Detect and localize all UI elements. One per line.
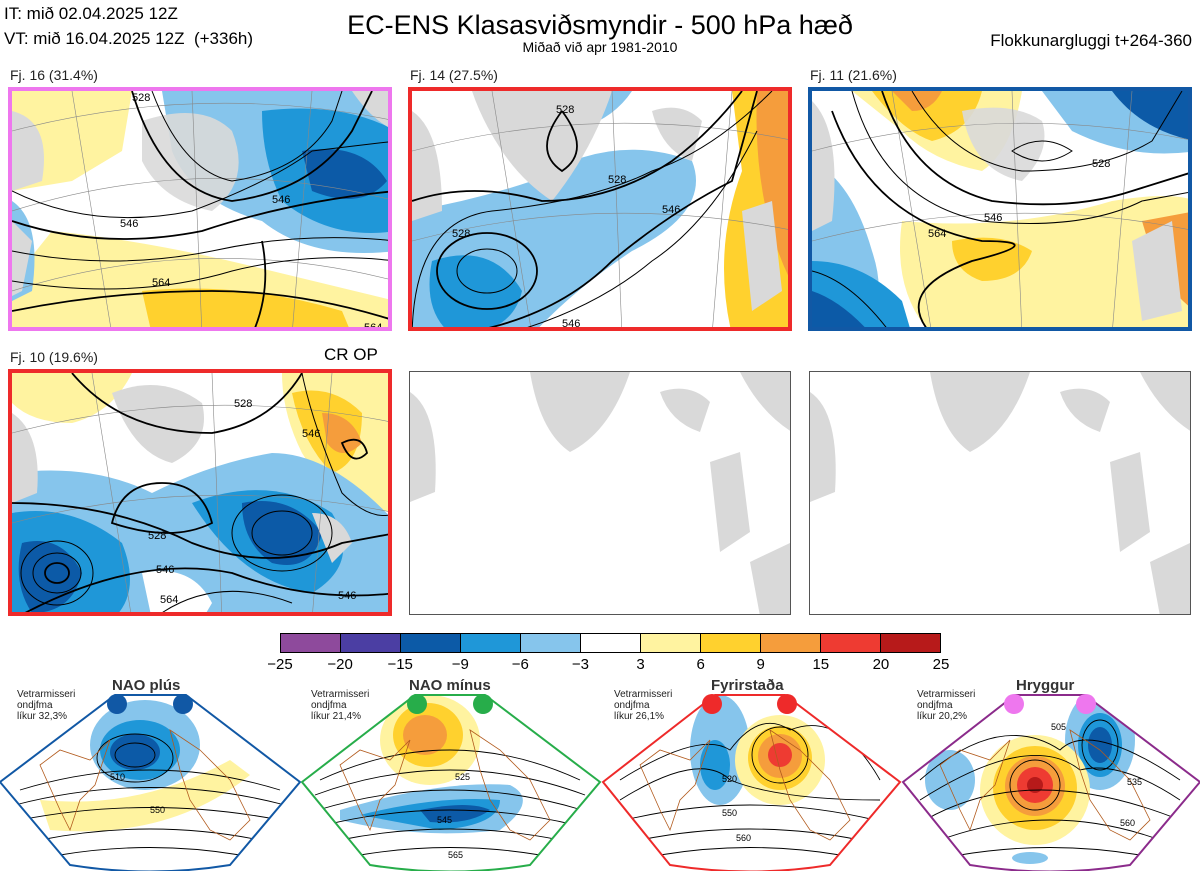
contour-label: 546 bbox=[662, 204, 680, 216]
contour-label: 528 bbox=[452, 228, 470, 240]
contour-label: 525 bbox=[455, 772, 470, 782]
contour-label: 550 bbox=[150, 805, 165, 815]
cluster-panel-3[interactable]: 528 546 564 bbox=[808, 87, 1192, 331]
regime-3-info: Vetrarmisseri ondjfma líkur 26,1% bbox=[614, 689, 673, 722]
contour-label: 528 bbox=[1092, 158, 1110, 170]
colorbar-tick-label: −15 bbox=[387, 656, 413, 673]
regime-3-fan[interactable]: 520 550 560 bbox=[600, 690, 902, 871]
cluster-panel-2[interactable]: 528 528 528 546 546 bbox=[408, 87, 792, 331]
colorbar-tick-label: 3 bbox=[636, 656, 645, 673]
contour-label: 565 bbox=[448, 850, 463, 860]
contour-label: 564 bbox=[160, 594, 178, 606]
colorbar-swatch bbox=[281, 634, 341, 652]
colorbar-swatch bbox=[641, 634, 701, 652]
empty-panel-2 bbox=[809, 371, 1191, 615]
contour-label: 535 bbox=[1127, 777, 1142, 787]
colorbar-tick-label: 9 bbox=[756, 656, 765, 673]
regime-1-info: Vetrarmisseri ondjfma líkur 32,3% bbox=[17, 689, 76, 722]
colorbar-swatch bbox=[401, 634, 461, 652]
classification-window: Flokkunargluggi t+264-360 bbox=[990, 31, 1192, 50]
colorbar-tick-label: −20 bbox=[327, 656, 353, 673]
regime-4-name: Hryggur bbox=[1016, 677, 1075, 694]
colorbar-tick-label: −9 bbox=[451, 656, 469, 673]
colorbar-tick-label: −6 bbox=[511, 656, 529, 673]
colorbar-swatch bbox=[701, 634, 761, 652]
contour-label: 546 bbox=[302, 428, 320, 440]
valid-time: VT: mið 16.04.2025 12Z (+336h) bbox=[4, 29, 254, 48]
contour-label: 546 bbox=[120, 218, 138, 230]
colorbar-tick-label: −3 bbox=[571, 656, 589, 673]
panel-4-label: Fj. 10 (19.6%) bbox=[10, 349, 98, 365]
contour-label: 560 bbox=[736, 833, 751, 843]
regime-1-fan[interactable]: 510 550 bbox=[0, 690, 302, 871]
colorbar-tick-label: 25 bbox=[932, 656, 950, 673]
panel-4-tag: CR OP bbox=[324, 345, 378, 364]
contour-label: 550 bbox=[722, 808, 737, 818]
contour-label: 546 bbox=[272, 194, 290, 206]
contour-label: 505 bbox=[1051, 722, 1066, 732]
regime-4-fan[interactable]: 505 535 560 bbox=[900, 690, 1200, 871]
regime-4-info: Vetrarmisseri ondjfma líkur 20,2% bbox=[917, 689, 976, 722]
colorbar-swatch bbox=[341, 634, 401, 652]
contour-label: 546 bbox=[156, 564, 174, 576]
colorbar-tick-label: −25 bbox=[267, 656, 293, 673]
page-title: EC-ENS Klasasviðsmyndir - 500 hPa hæð bbox=[347, 10, 853, 40]
colorbar-tick-label: 15 bbox=[812, 656, 830, 673]
regime-fans: 510 550 525 545 565 bbox=[0, 690, 1200, 871]
contour-label: 510 bbox=[110, 772, 125, 782]
regime-3-name: Fyrirstaða bbox=[711, 677, 784, 694]
regime-1-name: NAO plús bbox=[112, 677, 181, 694]
contour-label: 545 bbox=[437, 815, 452, 825]
contour-label: 528 bbox=[234, 398, 252, 410]
colorbar-tick-label: 20 bbox=[872, 656, 890, 673]
colorbar-swatch bbox=[521, 634, 581, 652]
contour-label: 560 bbox=[1120, 818, 1135, 828]
colorbar-swatch bbox=[761, 634, 821, 652]
contour-label: 564 bbox=[928, 228, 946, 240]
contour-label: 528 bbox=[608, 174, 626, 186]
contour-label: 564 bbox=[152, 277, 170, 289]
contour-label: 528 bbox=[556, 104, 574, 116]
contour-label: 528 bbox=[148, 530, 166, 542]
regime-2-fan[interactable]: 525 545 565 bbox=[300, 690, 602, 871]
panel-2-label: Fj. 14 (27.5%) bbox=[410, 67, 498, 83]
regime-2-name: NAO mínus bbox=[409, 677, 491, 694]
panel-1-label: Fj. 16 (31.4%) bbox=[10, 67, 98, 83]
contour-label: 546 bbox=[562, 318, 580, 330]
contour-label: 528 bbox=[132, 92, 150, 104]
colorbar bbox=[280, 633, 941, 653]
contour-label: 564 bbox=[364, 322, 382, 331]
colorbar-swatch bbox=[581, 634, 641, 652]
cluster-panel-4[interactable]: 528 546 528 546 564 546 bbox=[8, 369, 392, 616]
empty-panel-1 bbox=[409, 371, 791, 615]
contour-label: 546 bbox=[984, 212, 1002, 224]
panel-3-label: Fj. 11 (21.6%) bbox=[810, 67, 897, 83]
page-subtitle: Miðað við apr 1981-2010 bbox=[522, 39, 678, 55]
colorbar-swatch bbox=[821, 634, 881, 652]
colorbar-swatch bbox=[461, 634, 521, 652]
colorbar-tick-label: 6 bbox=[696, 656, 705, 673]
contour-label: 546 bbox=[338, 590, 356, 602]
cluster-panel-1[interactable]: 528 546 564 546 564 bbox=[8, 87, 392, 331]
init-time: IT: mið 02.04.2025 12Z bbox=[4, 4, 178, 23]
regime-2-info: Vetrarmisseri ondjfma líkur 21,4% bbox=[311, 689, 370, 722]
colorbar-swatch bbox=[881, 634, 940, 652]
contour-label: 520 bbox=[722, 774, 737, 784]
